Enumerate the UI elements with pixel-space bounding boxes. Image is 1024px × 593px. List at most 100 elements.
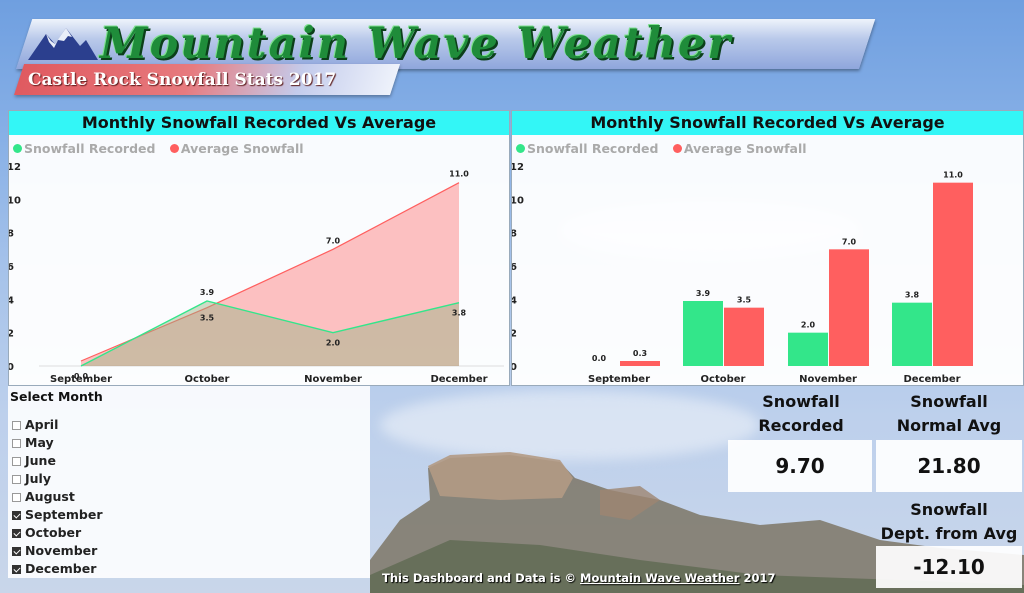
month-option-october[interactable]: October <box>12 524 103 542</box>
average-bar-label: 11.0 <box>943 171 963 180</box>
month-checkbox[interactable] <box>12 475 21 484</box>
bar-chart-panel: Monthly Snowfall Recorded Vs Average Sno… <box>511 110 1024 386</box>
x-tick-label: October <box>701 374 746 385</box>
month-option-november[interactable]: November <box>12 542 103 560</box>
average-data-label: 3.5 <box>200 314 215 323</box>
area-chart-plot: 0 2 4 6 8 10 12 0.0 3.9 2.0 3.8 3.5 7.0 11.0 September… <box>9 162 504 385</box>
recorded-bar-label: 3.8 <box>905 291 920 300</box>
month-checkbox[interactable] <box>12 547 21 556</box>
y-tick-label: 0 <box>9 362 14 373</box>
average-data-label: 11.0 <box>449 170 469 179</box>
average-data-label: 7.0 <box>326 236 341 245</box>
legend-dot-recorded-icon <box>13 144 22 153</box>
bar-chart-plot: 0 2 4 6 8 10 12 0.0 0.3 September 3.9 3.5 October 2.0… <box>512 162 973 385</box>
average-bar <box>620 361 660 366</box>
average-line <box>80 182 460 362</box>
month-checkbox[interactable] <box>12 529 21 538</box>
bar-chart-legend: Snowfall Recorded Average Snowfall <box>516 141 817 156</box>
y-tick-label: 0 <box>512 362 517 373</box>
month-selector: Select Month April May June July August Septe… <box>8 386 370 578</box>
footer-brand-link[interactable]: Mountain Wave Weather <box>580 571 740 585</box>
month-checkbox[interactable] <box>12 457 21 466</box>
recorded-data-label: 2.0 <box>326 339 341 348</box>
x-tick-label: October <box>185 374 230 385</box>
x-tick-label: December <box>903 374 960 385</box>
recorded-bar-label: 0.0 <box>592 354 607 363</box>
legend-average[interactable]: Average Snowfall <box>169 141 304 156</box>
x-tick-label: September <box>50 374 112 385</box>
recorded-bar <box>892 302 932 366</box>
y-tick-label: 8 <box>9 229 14 240</box>
departure-value: -12.10 <box>876 546 1022 588</box>
legend-average-label: Average Snowfall <box>180 141 304 156</box>
y-tick-label: 12 <box>512 162 524 173</box>
normal-avg-value: 21.80 <box>876 440 1022 492</box>
recorded-data-label: 0.0 <box>74 372 89 381</box>
month-label: July <box>25 471 51 486</box>
month-label: May <box>25 435 54 450</box>
legend-recorded-label: Snowfall Recorded <box>527 141 659 156</box>
month-option-august[interactable]: August <box>12 488 103 506</box>
x-tick-label: September <box>588 374 650 385</box>
x-tick-label: November <box>304 374 362 385</box>
month-option-may[interactable]: May <box>12 434 103 452</box>
y-tick-label: 4 <box>9 295 14 306</box>
legend-recorded-label: Snowfall Recorded <box>24 141 156 156</box>
background-cloud <box>380 390 760 460</box>
month-option-april[interactable]: April <box>12 416 103 434</box>
month-label: August <box>25 489 75 504</box>
recorded-data-label: 3.8 <box>452 309 467 318</box>
average-bar <box>933 182 973 366</box>
legend-recorded[interactable]: Snowfall Recorded <box>13 141 155 156</box>
area-chart-panel: Monthly Snowfall Recorded Vs Average Sno… <box>8 110 510 386</box>
dashboard-subtitle: Castle Rock Snowfall Stats 2017 <box>28 70 337 90</box>
recorded-bar-label: 2.0 <box>801 321 816 330</box>
legend-recorded[interactable]: Snowfall Recorded <box>516 141 658 156</box>
average-area <box>81 182 459 366</box>
x-tick-label: November <box>799 374 857 385</box>
legend-average[interactable]: Average Snowfall <box>672 141 807 156</box>
y-tick-label: 2 <box>512 329 517 340</box>
average-bar-label: 0.3 <box>633 349 647 358</box>
month-checkbox[interactable] <box>12 421 21 430</box>
month-selector-title: Select Month <box>10 389 103 404</box>
y-tick-label: 4 <box>512 295 517 306</box>
month-option-july[interactable]: July <box>12 470 103 488</box>
average-bar-label: 3.5 <box>737 296 752 305</box>
y-tick-label: 8 <box>512 229 517 240</box>
legend-dot-average-icon <box>672 144 682 153</box>
recorded-value: 9.70 <box>728 440 872 492</box>
month-checkbox[interactable] <box>12 493 21 502</box>
month-list: April May June July August September October No… <box>12 416 103 578</box>
month-checkbox[interactable] <box>12 565 21 574</box>
y-tick-label: 2 <box>9 329 14 340</box>
month-option-september[interactable]: September <box>12 506 103 524</box>
average-bar <box>829 249 869 366</box>
bar-chart-title: Monthly Snowfall Recorded Vs Average <box>512 111 1023 135</box>
month-option-december[interactable]: December <box>12 560 103 578</box>
normal-avg-label: Snowfall Normal Avg <box>896 392 1002 435</box>
legend-dot-average-icon <box>169 144 179 153</box>
month-option-june[interactable]: June <box>12 452 103 470</box>
recorded-bar <box>788 332 828 366</box>
site-logo-text: Mountain Wave Weather <box>100 19 732 69</box>
month-label: November <box>25 543 98 558</box>
y-tick-label: 6 <box>512 262 517 273</box>
legend-dot-recorded-icon <box>516 144 525 153</box>
average-bar <box>724 307 764 366</box>
average-bar-label: 7.0 <box>842 237 857 246</box>
month-label: October <box>25 525 82 540</box>
recorded-bar <box>683 301 723 366</box>
area-chart-title: Monthly Snowfall Recorded Vs Average <box>9 111 509 135</box>
recorded-label: Snowfall Recorded <box>758 392 844 435</box>
recorded-bar-label: 3.9 <box>696 289 711 298</box>
departure-label: Snowfall Dept. from Avg <box>880 500 1018 543</box>
legend-average-label: Average Snowfall <box>683 141 807 156</box>
recorded-line <box>80 300 460 367</box>
copyright-footer: This Dashboard and Data is © Mountain Wa… <box>382 571 776 585</box>
month-checkbox[interactable] <box>12 439 21 448</box>
month-checkbox[interactable] <box>12 511 21 520</box>
y-tick-label: 10 <box>512 195 524 206</box>
y-tick-label: 10 <box>9 195 21 206</box>
